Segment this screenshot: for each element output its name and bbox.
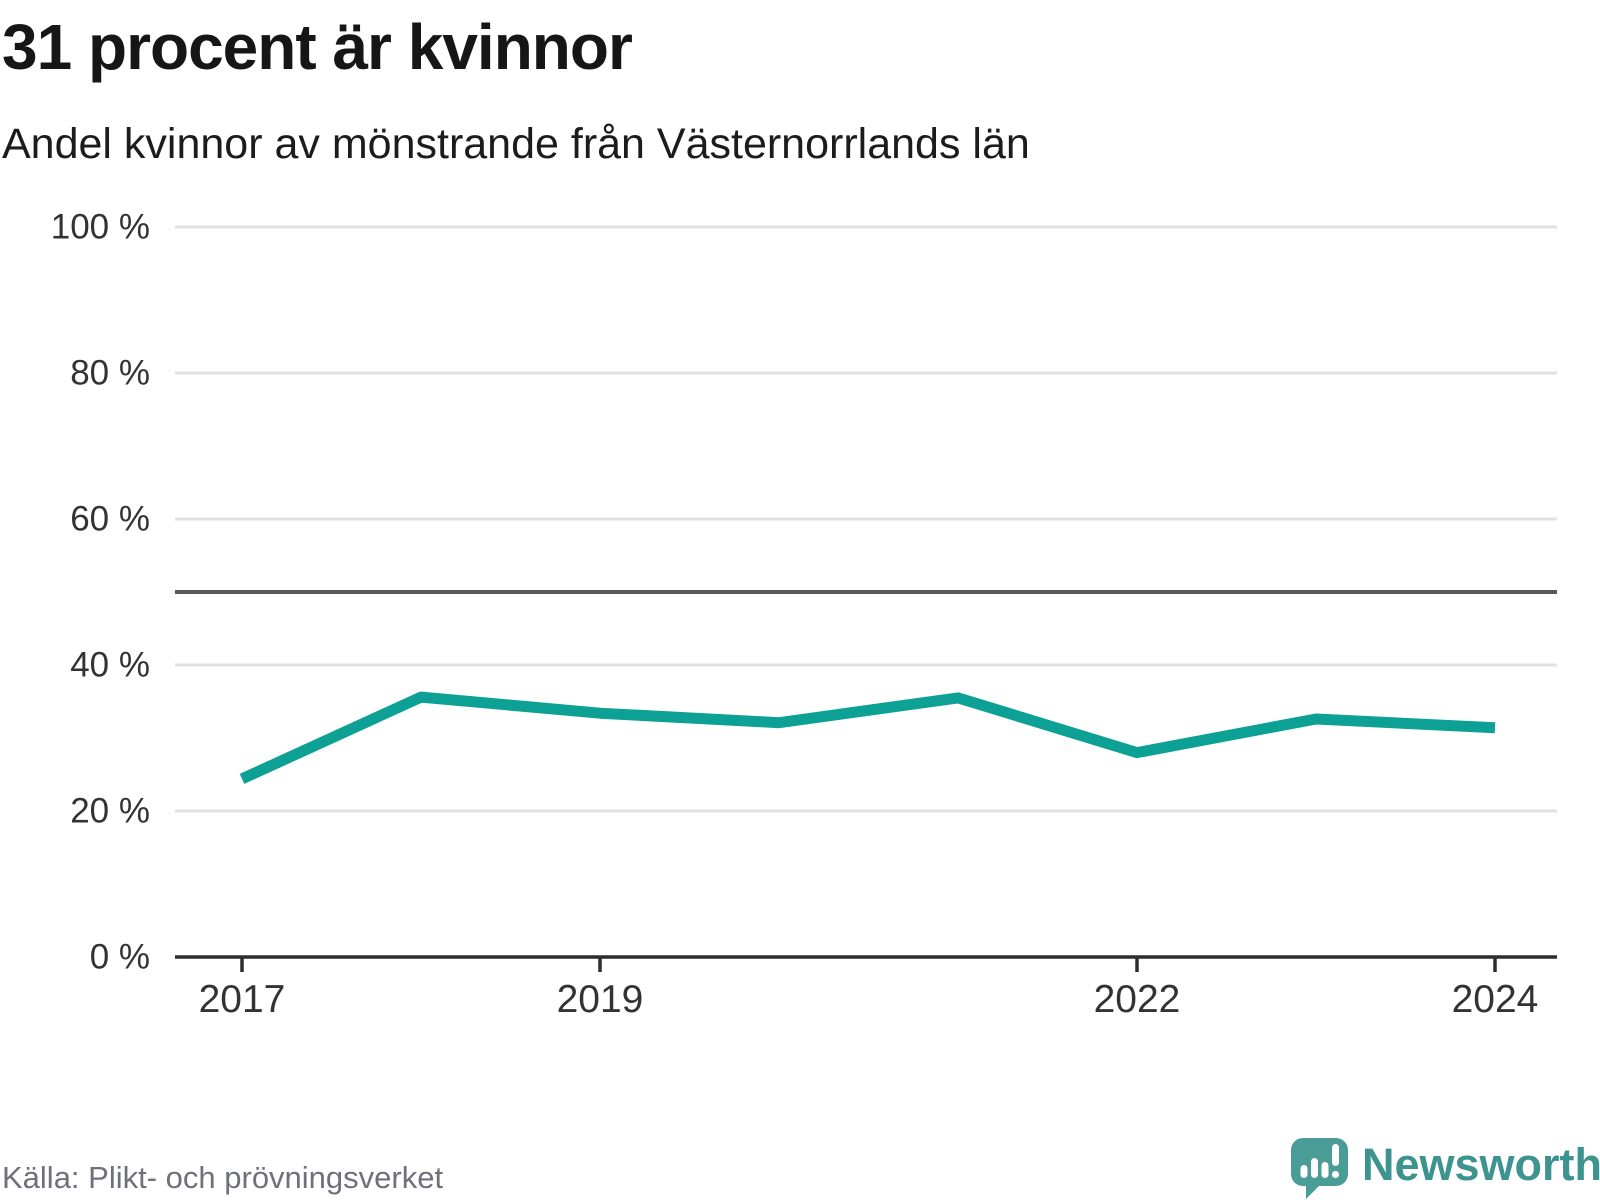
y-tick-label: 100 %	[51, 208, 150, 247]
x-tick-label: 2017	[199, 978, 286, 1021]
y-tick-label: 40 %	[70, 646, 150, 685]
newsworthy-logo-icon	[1291, 1138, 1348, 1199]
logo-bar-2	[1311, 1158, 1318, 1178]
y-tick-label: 20 %	[70, 792, 150, 831]
x-tick-label: 2024	[1452, 978, 1539, 1021]
data-line	[239, 691, 1496, 784]
logo-bar-3	[1321, 1162, 1329, 1178]
newsworthy-wordmark: Newsworthy	[1362, 1139, 1600, 1190]
y-tick-label: 80 %	[70, 354, 150, 393]
page-subtitle: Andel kvinnor av mönstrande från Västern…	[2, 120, 1030, 168]
y-tick-label: 0 %	[90, 938, 150, 977]
logo-exclamation-bar	[1332, 1144, 1339, 1166]
x-tick-label: 2022	[1094, 978, 1181, 1021]
page-title: 31 procent är kvinnor	[2, 11, 633, 83]
logo-bar-1	[1300, 1165, 1308, 1178]
y-tick-label: 60 %	[70, 500, 150, 539]
x-tick-label: 2019	[557, 978, 644, 1021]
source-note: Källa: Plikt- och prövningsverket	[2, 1160, 444, 1195]
logo-speech-bubble	[1291, 1138, 1348, 1199]
logo-exclamation-dot	[1331, 1170, 1340, 1179]
